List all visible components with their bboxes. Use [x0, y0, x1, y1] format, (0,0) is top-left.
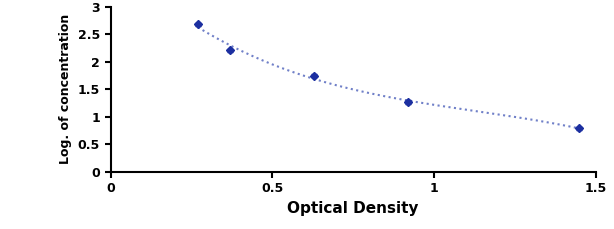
X-axis label: Optical Density: Optical Density: [287, 201, 419, 216]
Y-axis label: Log. of concentration: Log. of concentration: [60, 14, 72, 164]
